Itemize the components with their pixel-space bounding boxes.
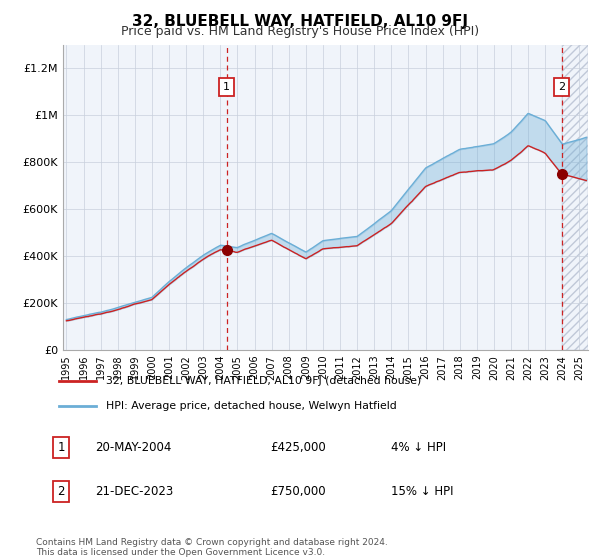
Text: Price paid vs. HM Land Registry's House Price Index (HPI): Price paid vs. HM Land Registry's House … [121, 25, 479, 38]
Text: 2: 2 [58, 485, 65, 498]
Text: Contains HM Land Registry data © Crown copyright and database right 2024.
This d: Contains HM Land Registry data © Crown c… [36, 538, 388, 557]
Text: 21-DEC-2023: 21-DEC-2023 [95, 485, 174, 498]
Text: 4% ↓ HPI: 4% ↓ HPI [391, 441, 446, 454]
Text: 1: 1 [223, 82, 230, 92]
Text: 1: 1 [58, 441, 65, 454]
Text: 2: 2 [558, 82, 565, 92]
Text: 20-MAY-2004: 20-MAY-2004 [95, 441, 172, 454]
Text: HPI: Average price, detached house, Welwyn Hatfield: HPI: Average price, detached house, Welw… [106, 401, 397, 411]
Text: 32, BLUEBELL WAY, HATFIELD, AL10 9FJ (detached house): 32, BLUEBELL WAY, HATFIELD, AL10 9FJ (de… [106, 376, 421, 386]
Text: 15% ↓ HPI: 15% ↓ HPI [391, 485, 454, 498]
Text: 32, BLUEBELL WAY, HATFIELD, AL10 9FJ: 32, BLUEBELL WAY, HATFIELD, AL10 9FJ [132, 14, 468, 29]
Text: £425,000: £425,000 [270, 441, 326, 454]
Text: £750,000: £750,000 [270, 485, 325, 498]
